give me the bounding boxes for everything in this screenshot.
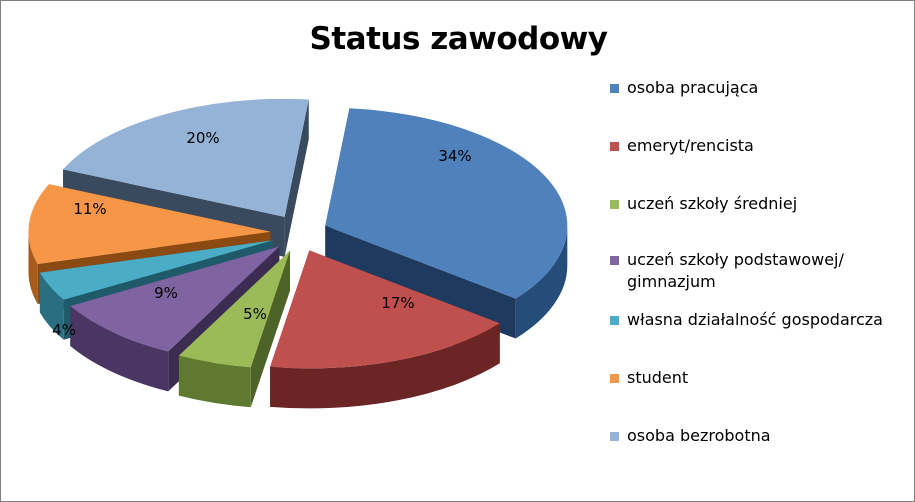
pie-slice-0 xyxy=(325,108,568,299)
pie-slice-outer-wall xyxy=(515,225,568,339)
legend-label: uczeń szkoły podstawowej/ gimnazjum xyxy=(627,250,844,291)
pie-slice-label-2: 5% xyxy=(243,305,267,323)
pie-slice-label-5: 11% xyxy=(73,200,106,218)
pie-slice-label-0: 34% xyxy=(438,147,471,165)
pie-slice-wall xyxy=(284,99,309,257)
pie-slice-1 xyxy=(270,250,500,369)
pie-slice-2 xyxy=(178,250,291,368)
pie-slice-outer-wall xyxy=(70,306,169,392)
legend-label: uczeń szkoły średniej xyxy=(627,194,798,213)
pie-slice-3 xyxy=(70,246,280,352)
pie-slice-outer-wall xyxy=(178,355,251,408)
pie-chart: 34% 17% 5% 9% 4% 11% 20% xyxy=(28,98,568,409)
legend-swatch xyxy=(610,200,619,209)
pie-slice-outer-wall xyxy=(28,231,38,304)
legend-label: student xyxy=(627,368,689,387)
legend-label: osoba bezrobotna xyxy=(627,426,771,445)
legend-swatch xyxy=(610,374,619,383)
legend-label: własna działalność gospodarcza xyxy=(627,310,883,329)
pie-slice-6 xyxy=(63,98,309,217)
pie-slice-wall xyxy=(325,225,516,339)
legend-swatch xyxy=(610,84,619,93)
pie-slice-5 xyxy=(28,184,271,264)
legend-swatch xyxy=(610,256,619,265)
pie-slice-label-6: 20% xyxy=(186,129,219,147)
legend-label: osoba pracująca xyxy=(627,78,759,97)
pie-slice-label-3: 9% xyxy=(154,284,178,302)
pie-slice-label-1: 17% xyxy=(381,294,414,312)
pie-slice-4 xyxy=(39,240,273,300)
pie-slice-outer-wall xyxy=(39,272,64,340)
legend-swatch xyxy=(610,432,619,441)
legend-label: emeryt/rencista xyxy=(627,136,754,155)
pie-slice-wall xyxy=(39,240,273,313)
chart-title: Status zawodowy xyxy=(309,21,608,57)
legend-swatch xyxy=(610,316,619,325)
legend-swatch xyxy=(610,142,619,151)
pie-slice-outer-wall xyxy=(270,323,500,409)
pie-slice-label-4: 4% xyxy=(52,321,76,339)
